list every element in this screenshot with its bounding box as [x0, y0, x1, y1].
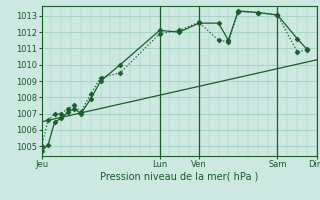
X-axis label: Pression niveau de la mer( hPa ): Pression niveau de la mer( hPa ): [100, 172, 258, 182]
